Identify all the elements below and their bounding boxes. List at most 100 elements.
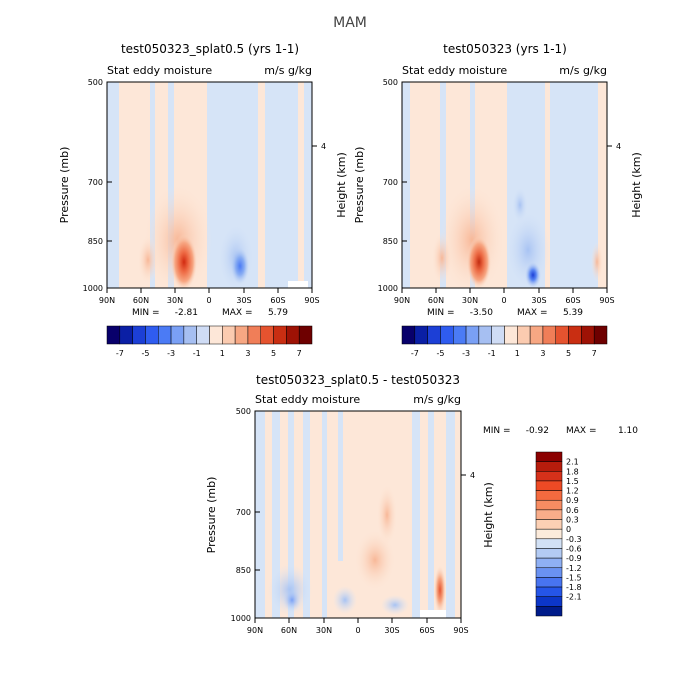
colorbar-swatch <box>158 325 172 345</box>
ytick-label: 1000 <box>231 614 251 623</box>
min-label: MIN = <box>427 308 455 318</box>
colorbar-swatch <box>535 586 563 597</box>
panel-1-ylabel: Pressure (mb) <box>58 147 71 224</box>
xtick-label: 30N <box>316 626 332 635</box>
colorbar-swatch <box>542 325 556 345</box>
colorbar-swatch <box>535 451 563 462</box>
colorbar-swatch <box>535 548 563 559</box>
colorbar-swatch <box>286 325 300 345</box>
colorbar-label: -2.1 <box>566 593 582 602</box>
panel-1-right-ticks: 4 <box>312 142 326 151</box>
colorbar-swatch <box>529 325 544 345</box>
xtick-label: 30S <box>384 626 399 635</box>
min-label: MIN = <box>132 308 160 318</box>
colorbar-swatch <box>119 325 133 345</box>
panel-2-right-ticks: 4 <box>607 142 621 151</box>
colorbar-label: 5 <box>271 349 276 358</box>
min-value: -0.92 <box>526 426 549 436</box>
xtick-label: 30N <box>462 296 478 305</box>
panel-1-right-label: m/s g/kg <box>264 64 312 77</box>
colorbar-swatch <box>581 325 595 345</box>
colorbar-label: -1.8 <box>566 583 582 592</box>
colorbar-swatch <box>535 461 563 472</box>
xtick-label: 60N <box>133 296 149 305</box>
colorbar-swatch <box>132 325 146 345</box>
colorbar-swatch <box>535 606 563 617</box>
colorbar-swatch <box>440 325 454 345</box>
panel-1-left-label: Stat eddy moisture <box>107 64 212 77</box>
colorbar-swatch <box>170 325 185 345</box>
xtick-label: 0 <box>355 626 360 635</box>
panel-1-xticks: 90N 60N 30N 0 30S 60S 90S <box>99 288 320 305</box>
colorbar-swatch <box>504 325 518 345</box>
colorbar-label: 7 <box>592 349 597 358</box>
colorbar-label: -1 <box>193 349 201 358</box>
colorbar-label: 0.9 <box>566 496 579 505</box>
xtick-label: 0 <box>206 296 211 305</box>
colorbar-swatch <box>453 325 467 345</box>
max-value: 5.79 <box>268 308 288 318</box>
panel-2-yticks: 500 700 850 1000 <box>378 78 407 293</box>
colorbar-swatch <box>222 325 236 345</box>
colorbar-label: -1.2 <box>566 564 582 573</box>
colorbar-swatch <box>298 325 313 345</box>
colorbar-label: 0.3 <box>566 516 579 525</box>
colorbar-swatch <box>401 325 416 345</box>
colorbar-swatch <box>106 325 121 345</box>
page-title: MAM <box>333 15 367 31</box>
colorbar-label: 1.8 <box>566 467 579 476</box>
panel-2-field <box>402 82 607 288</box>
xtick-label: 30S <box>236 296 251 305</box>
panel-3-right-label: m/s g/kg <box>413 393 461 406</box>
max-value: 1.10 <box>618 426 638 436</box>
colorbar-swatch <box>209 325 223 345</box>
colorbar-label: 5 <box>566 349 571 358</box>
panel-3-title: test050323_splat0.5 - test050323 <box>256 373 460 387</box>
panel-2: test050323 (yrs 1-1) Stat eddy moisture … <box>353 42 643 358</box>
colorbar-label: 3 <box>245 349 250 358</box>
ytick-label: 850 <box>383 237 398 246</box>
colorbar-swatch <box>535 528 563 540</box>
panel-3: test050323_splat0.5 - test050323 Stat ed… <box>205 373 638 635</box>
colorbar-swatch <box>535 490 563 501</box>
panel-2-left-label: Stat eddy moisture <box>402 64 507 77</box>
panel-3-right-ticks: 4 <box>461 471 475 480</box>
colorbar-swatch <box>183 325 197 345</box>
xtick-label: 60N <box>281 626 297 635</box>
colorbar-swatch <box>465 325 480 345</box>
panel-1-title: test050323_splat0.5 (yrs 1-1) <box>121 42 299 56</box>
xtick-label: 60S <box>419 626 434 635</box>
colorbar-swatch <box>273 325 287 345</box>
colorbar-label: -0.6 <box>566 544 582 553</box>
colorbar-swatch <box>414 325 428 345</box>
ytick-label: 850 <box>88 237 103 246</box>
xtick-label: 0 <box>501 296 506 305</box>
min-value: -3.50 <box>470 308 494 318</box>
colorbar-swatch <box>535 538 563 549</box>
max-label: MAX = <box>517 308 548 318</box>
ytick-label: 1000 <box>83 284 103 293</box>
colorbar-swatch <box>145 325 159 345</box>
panel-1-minmax: MIN = -2.81 MAX = 5.79 <box>132 308 288 318</box>
ytick-label: 500 <box>383 78 398 87</box>
colorbar-swatch <box>247 325 261 345</box>
ytick-label: 700 <box>383 178 398 187</box>
colorbar-label: -3 <box>167 349 175 358</box>
colorbar-swatch <box>535 596 563 607</box>
colorbar-swatch <box>260 325 274 345</box>
colorbar-swatch <box>196 325 210 345</box>
max-label: MAX = <box>222 308 253 318</box>
colorbar-label: -3 <box>462 349 470 358</box>
min-value: -2.81 <box>175 308 198 318</box>
panel-3-ylabel-right: Height (km) <box>482 482 495 548</box>
xtick-label: 30N <box>167 296 183 305</box>
xtick-label: 90N <box>394 296 410 305</box>
xtick-label: 90N <box>247 626 263 635</box>
panel-3-field <box>255 411 461 618</box>
panel-3-ylabel: Pressure (mb) <box>205 477 218 554</box>
panel-1-colorbar: -7 -5 -3 -1 1 3 5 7 <box>106 325 313 358</box>
ytick-label: 1000 <box>378 284 398 293</box>
colorbar-swatch <box>535 499 563 511</box>
xtick-label: 90N <box>99 296 115 305</box>
xtick-label: 90S <box>599 296 614 305</box>
